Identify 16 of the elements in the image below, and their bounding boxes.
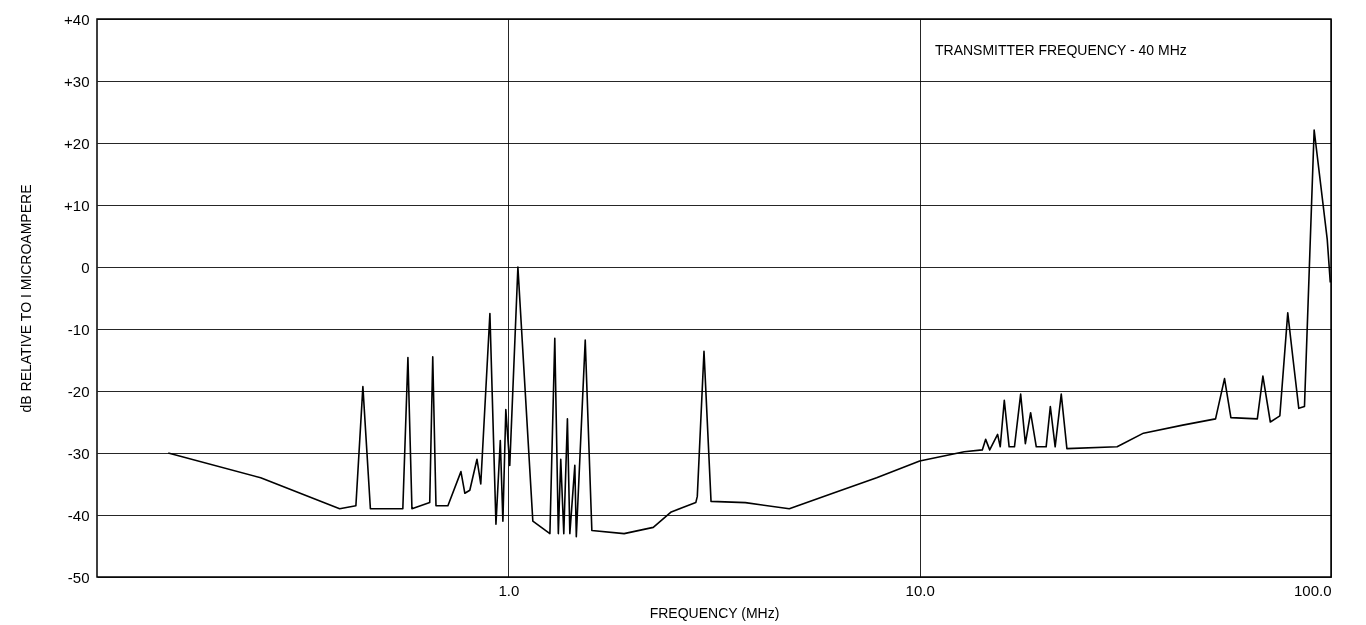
y-tick-label: +40 <box>64 10 90 28</box>
y-tick-label: -10 <box>67 320 90 338</box>
y-tick-label: +30 <box>64 72 90 90</box>
y-tick-label: 0 <box>81 258 90 276</box>
y-tick-label: -30 <box>67 444 90 462</box>
x-tick-label: 1.0 <box>498 581 520 599</box>
y-tick-label: -20 <box>67 382 90 400</box>
y-axis-title: dB RELATIVE TO I MICROAMPERE <box>18 184 35 413</box>
annotation: TRANSMITTER FREQUENCY - 40 MHz <box>935 42 1187 58</box>
x-tick-label: 100.0 <box>1293 581 1332 599</box>
x-axis-title: FREQUENCY (MHz) <box>649 604 780 621</box>
y-tick-label: -40 <box>67 506 90 524</box>
y-tick-label: -50 <box>67 568 90 586</box>
x-tick-label: 10.0 <box>905 581 935 599</box>
y-tick-label: +20 <box>64 134 90 152</box>
y-tick-label: +10 <box>64 196 90 214</box>
